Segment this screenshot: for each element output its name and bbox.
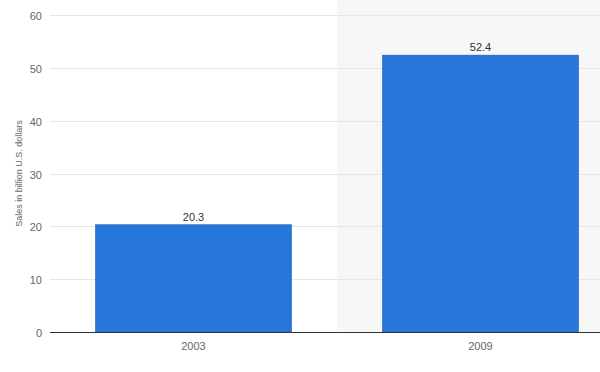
highlight-band <box>337 0 600 332</box>
y-tick-label: 0 <box>36 327 42 339</box>
y-tick-label: 50 <box>30 63 42 75</box>
y-tick-label: 20 <box>30 221 42 233</box>
chart-container: 0 10 20 30 40 50 60 Sales in billion U.S. dolla… <box>0 0 600 372</box>
grid-line <box>50 15 600 16</box>
bars <box>95 55 578 332</box>
y-tick-label: 30 <box>30 169 42 181</box>
x-tick-label: 2003 <box>181 340 205 352</box>
bar[interactable] <box>382 55 578 332</box>
y-tick-label: 10 <box>30 274 42 286</box>
x-axis-line <box>50 332 600 333</box>
data-label: 20.3 <box>183 211 204 223</box>
x-tick-label: 2009 <box>468 340 492 352</box>
chart: 0 10 20 30 40 50 60 Sales in billion U.S. dolla… <box>0 0 600 372</box>
bar[interactable] <box>95 225 291 332</box>
data-label: 52.4 <box>470 41 491 53</box>
y-axis-title: Sales in billion U.S. dollars <box>14 120 24 227</box>
y-tick-label: 40 <box>30 116 42 128</box>
y-tick-label: 60 <box>30 10 42 22</box>
grid-line <box>50 332 600 333</box>
